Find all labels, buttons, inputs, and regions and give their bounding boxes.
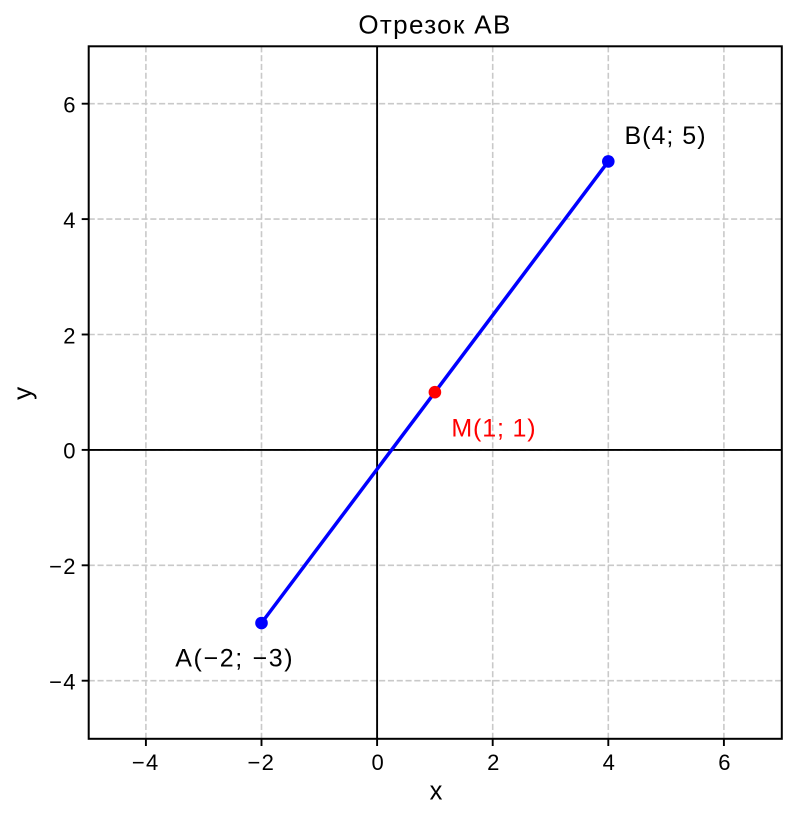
svg-text:6: 6 [718,750,730,775]
svg-text:0: 0 [63,439,75,464]
svg-text:Отрезок AB: Отрезок AB [358,9,511,39]
svg-text:−4: −4 [132,750,160,775]
svg-text:−2: −2 [248,750,276,775]
svg-text:M(1; 1): M(1; 1) [451,415,536,443]
svg-text:B(4; 5): B(4; 5) [625,122,707,150]
svg-text:−4: −4 [49,670,77,695]
svg-text:0: 0 [371,750,383,775]
svg-text:2: 2 [63,323,75,348]
svg-text:2: 2 [487,750,499,775]
svg-text:−2: −2 [49,554,77,579]
svg-text:y: y [7,387,37,400]
svg-text:6: 6 [63,93,75,118]
svg-text:4: 4 [603,750,615,775]
svg-text:4: 4 [63,208,75,233]
svg-text:x: x [430,778,443,806]
svg-text:A(−2; −3): A(−2; −3) [175,644,294,672]
